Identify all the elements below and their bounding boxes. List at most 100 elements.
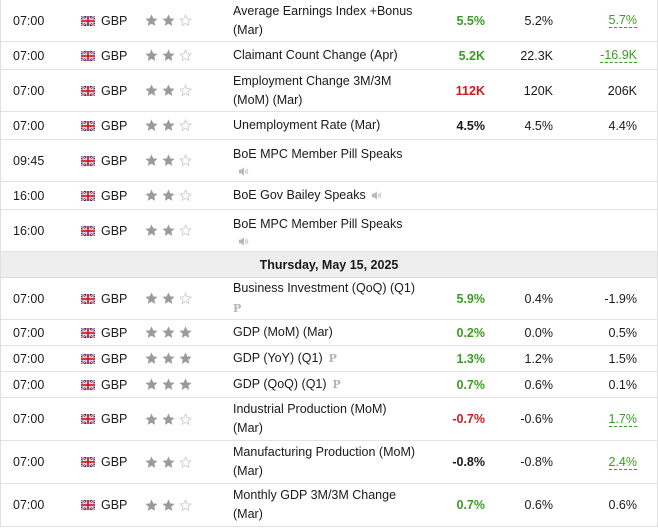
event-row[interactable]: 07:00 GBP Monthly GDP 3M/3M Change (Mar) 0.7…: [1, 484, 657, 527]
event-row[interactable]: 07:00 GBP Manufacturing Production (MoM) (M…: [1, 441, 657, 484]
star-icon: [162, 14, 175, 26]
event-row[interactable]: 07:00 GBP Claimant Count Change (Apr) 5.2K 2…: [1, 42, 657, 70]
uk-flag-icon: [81, 414, 95, 424]
event-title[interactable]: Unemployment Rate (Mar): [233, 116, 380, 135]
importance-stars: [141, 320, 229, 345]
uk-flag-icon: [81, 155, 95, 166]
event-name[interactable]: Business Investment (QoQ) (Q1) P: [229, 278, 421, 319]
actual-value: 0.7%: [421, 484, 486, 526]
uk-flag-icon: [81, 379, 95, 390]
preliminary-p-icon: P: [328, 352, 337, 366]
previous-value: [553, 182, 637, 209]
event-row[interactable]: 07:00 GBP GDP (MoM) (Mar) 0.2% 0.0% 0.5%: [1, 320, 657, 346]
event-row[interactable]: 16:00 GBP BoE MPC Member Pill Speaks: [1, 210, 657, 252]
previous-text[interactable]: -16.9K: [600, 48, 637, 63]
forecast-value: 1.2%: [524, 351, 554, 366]
star-icon: [145, 352, 158, 364]
star-icon: [179, 326, 192, 338]
currency-code: GBP: [101, 291, 128, 306]
event-title-text: GDP (MoM) (Mar): [233, 325, 333, 339]
event-name[interactable]: BoE MPC Member Pill Speaks: [229, 210, 421, 251]
importance-stars: [141, 182, 229, 209]
star-icon: [162, 154, 175, 166]
currency-code: GBP: [101, 48, 128, 63]
actual-value: -0.7%: [421, 398, 485, 440]
star-icon: [162, 224, 175, 236]
event-title[interactable]: Monthly GDP 3M/3M Change: [233, 486, 396, 505]
event-row[interactable]: 07:00 GBP GDP (YoY) (Q1) P 1.3% 1.2% 1.5%: [1, 346, 657, 372]
forecast-value: 0.6%: [524, 377, 554, 392]
star-icon: [162, 49, 175, 61]
event-row[interactable]: 07:00 GBP Average Earnings Index +Bonus (Ma…: [1, 0, 657, 42]
event-name[interactable]: Manufacturing Production (MoM) (Mar): [229, 441, 421, 483]
event-currency: GBP: [73, 346, 141, 371]
star-icon: [179, 455, 192, 468]
currency-code: GBP: [101, 13, 128, 28]
event-title-text: Business Investment (QoQ) (Q1): [233, 281, 416, 295]
event-name[interactable]: BoE MPC Member Pill Speaks: [229, 140, 421, 181]
previous-text: 0.6%: [608, 498, 638, 512]
forecast-value: -0.6%: [520, 412, 553, 426]
event-title[interactable]: BoE MPC Member Pill Speaks: [233, 145, 403, 164]
previous-text[interactable]: 5.7%: [608, 13, 637, 28]
previous-text[interactable]: 2.4%: [608, 454, 637, 470]
event-name[interactable]: Unemployment Rate (Mar): [229, 112, 421, 139]
event-row[interactable]: 07:00 GBP Unemployment Rate (Mar) 4.5% 4.5% 4…: [1, 112, 657, 140]
star-icon: [145, 154, 158, 166]
event-title[interactable]: Business Investment (QoQ) (Q1): [233, 279, 415, 298]
event-time: 07:00: [13, 48, 45, 63]
event-name[interactable]: GDP (YoY) (Q1) P: [229, 346, 421, 371]
event-title-line2: (Mar): [233, 507, 263, 521]
event-name[interactable]: GDP (MoM) (Mar): [229, 320, 421, 345]
event-title[interactable]: Employment Change 3M/3M: [233, 72, 391, 91]
event-name[interactable]: Monthly GDP 3M/3M Change (Mar): [229, 484, 421, 526]
event-row[interactable]: 09:45 GBP BoE MPC Member Pill Speaks: [1, 140, 657, 182]
event-title[interactable]: GDP (QoQ) (Q1) P: [233, 375, 341, 394]
star-icon: [179, 292, 192, 305]
previous-text: 206K: [607, 83, 637, 98]
previous-value: 0.5%: [553, 320, 638, 345]
event-name[interactable]: Industrial Production (MoM) (Mar): [229, 398, 421, 440]
event-title[interactable]: GDP (YoY) (Q1) P: [233, 349, 337, 368]
previous-text: 1.5%: [608, 351, 638, 366]
importance-stars: [141, 278, 229, 319]
event-row[interactable]: 16:00 GBP BoE Gov Bailey Speaks: [1, 182, 657, 210]
event-title[interactable]: Industrial Production (MoM): [233, 400, 387, 419]
actual-text: 5.9%: [456, 291, 486, 306]
event-name[interactable]: Average Earnings Index +Bonus (Mar): [229, 0, 421, 41]
event-name[interactable]: BoE Gov Bailey Speaks: [229, 182, 421, 209]
actual-value: 5.2K: [421, 42, 485, 69]
previous-text: -1.9%: [604, 291, 637, 306]
date-header-label: Thursday, May 15, 2025: [259, 257, 399, 272]
event-title[interactable]: GDP (MoM) (Mar): [233, 323, 333, 342]
event-title[interactable]: BoE MPC Member Pill Speaks: [233, 215, 403, 234]
event-title[interactable]: Manufacturing Production (MoM): [233, 443, 415, 462]
star-icon: [179, 378, 192, 390]
currency-code: GBP: [101, 83, 128, 98]
event-time: 07:00: [13, 377, 45, 392]
event-row[interactable]: 07:00 GBP Business Investment (QoQ) (Q1) P 5…: [1, 278, 657, 320]
event-name[interactable]: Employment Change 3M/3M (MoM) (Mar): [229, 70, 421, 111]
event-row[interactable]: 07:00 GBP Industrial Production (MoM) (Mar)…: [1, 398, 657, 441]
preliminary-p-icon: P: [332, 378, 341, 392]
event-time: 07:00: [13, 13, 45, 28]
event-title-text: Employment Change 3M/3M: [233, 73, 392, 88]
importance-stars: [141, 70, 229, 111]
event-time: 07:00: [13, 412, 45, 426]
event-row[interactable]: 07:00 GBP GDP (QoQ) (Q1) P 0.7% 0.6% 0.1%: [1, 372, 657, 398]
previous-text[interactable]: 1.7%: [608, 411, 637, 427]
star-icon: [179, 352, 192, 364]
actual-value: 5.9%: [421, 278, 486, 319]
actual-value: [421, 140, 485, 181]
event-name[interactable]: GDP (QoQ) (Q1) P: [229, 372, 421, 397]
event-row[interactable]: 07:00 GBP Employment Change 3M/3M (MoM) (Ma…: [1, 70, 657, 112]
star-icon: [162, 292, 175, 304]
event-title[interactable]: Average Earnings Index +Bonus: [233, 2, 412, 21]
previous-value: 4.4%: [553, 112, 638, 139]
event-title[interactable]: Claimant Count Change (Apr): [233, 46, 398, 65]
star-icon: [179, 119, 192, 132]
event-title[interactable]: BoE Gov Bailey Speaks: [233, 186, 382, 205]
event-name[interactable]: Claimant Count Change (Apr): [229, 42, 421, 69]
previous-value: 0.1%: [553, 372, 638, 397]
actual-value: [421, 182, 485, 209]
